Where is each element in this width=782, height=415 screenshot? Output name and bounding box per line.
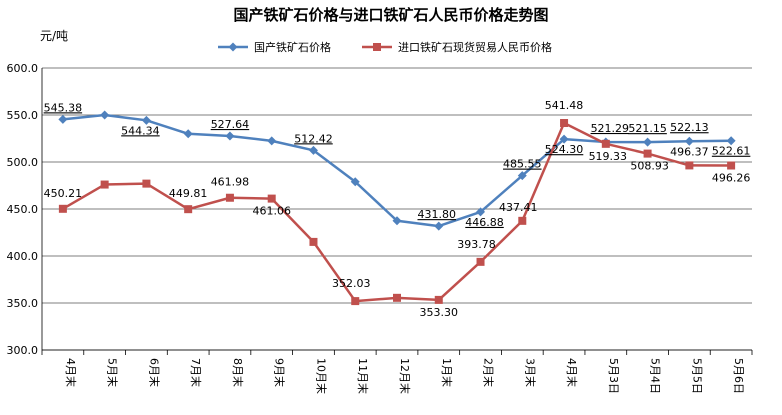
data-point-marker xyxy=(643,137,653,147)
data-point-marker xyxy=(100,110,110,120)
data-label: 461.98 xyxy=(211,176,250,189)
data-label: 393.78 xyxy=(457,238,496,251)
data-point-marker xyxy=(434,295,443,304)
y-tick-label: 550.0 xyxy=(7,109,39,122)
axes-layer: 300.0 350.0 400.0 450.0 500.0 550.0 600.0 4月末 5月… xyxy=(7,62,753,394)
legend-label: 进口铁矿石现货贸易人民币价格 xyxy=(398,40,552,54)
data-point-marker xyxy=(601,139,610,148)
data-point-marker xyxy=(434,221,444,231)
data-point-marker xyxy=(476,257,485,266)
y-tick-label: 450.0 xyxy=(7,203,39,216)
data-label: 450.21 xyxy=(44,187,83,200)
x-tick-label: 9月末 xyxy=(273,358,287,387)
y-tick-label: 500.0 xyxy=(7,156,39,169)
legend-marker xyxy=(373,43,381,51)
data-label: 545.38 xyxy=(44,101,83,114)
data-point-marker xyxy=(58,204,67,213)
data-label: 519.33 xyxy=(589,150,628,163)
data-point-marker xyxy=(517,171,527,181)
x-tick-label: 4月末 xyxy=(64,358,78,387)
data-point-marker xyxy=(392,216,402,226)
x-tick-label: 6月末 xyxy=(147,358,161,387)
legend-marker xyxy=(228,42,238,52)
data-label: 512.42 xyxy=(294,132,333,145)
data-label: 541.48 xyxy=(545,99,584,112)
data-point-marker xyxy=(393,293,401,302)
y-axis-unit-label: 元/吨 xyxy=(40,29,68,43)
x-tick-label: 5月6日 xyxy=(732,358,745,394)
data-point-marker xyxy=(351,297,360,306)
data-point-marker xyxy=(308,145,318,155)
data-label: 461.06 xyxy=(252,205,291,218)
chart-title: 国产铁矿石价格与进口铁矿石人民币价格走势图 xyxy=(233,6,548,24)
grid-layer xyxy=(42,67,752,351)
data-label: 524.30 xyxy=(545,143,584,156)
data-label: 485.55 xyxy=(503,158,542,171)
data-point-marker xyxy=(560,119,569,128)
data-label: 522.13 xyxy=(670,121,709,134)
series-layer xyxy=(58,110,736,306)
y-tick-label: 300.0 xyxy=(7,344,39,357)
data-point-marker xyxy=(183,129,193,139)
y-tick-label: 400.0 xyxy=(7,250,39,263)
data-point-marker xyxy=(267,136,277,146)
data-label: 437.41 xyxy=(499,201,538,214)
legend: 国产铁矿石价格 进口铁矿石现货贸易人民币价格 xyxy=(218,40,552,54)
data-point-marker xyxy=(559,134,569,144)
data-point-marker xyxy=(225,131,235,141)
x-tick-label: 5月末 xyxy=(106,358,120,387)
data-point-marker xyxy=(184,205,193,214)
data-point-marker xyxy=(142,179,151,188)
data-point-marker xyxy=(225,193,234,202)
data-label: 521.29 xyxy=(591,122,630,135)
y-tick-label: 350.0 xyxy=(7,297,39,310)
x-tick-label: 10月末 xyxy=(314,358,328,394)
x-tick-label: 4月末 xyxy=(565,358,579,387)
x-tick-label: 2月末 xyxy=(482,358,496,387)
data-labels-layer: 545.38 544.34 527.64 512.42 431.80 446.88 485.… xyxy=(44,99,751,319)
data-point-marker xyxy=(684,136,694,146)
data-point-marker xyxy=(476,207,486,217)
x-tick-label: 3月末 xyxy=(523,358,537,387)
x-tick-label: 8月末 xyxy=(231,358,245,387)
x-tick-label: 12月末 xyxy=(398,358,412,394)
data-label: 352.03 xyxy=(332,277,371,290)
data-label: 527.64 xyxy=(211,118,250,131)
data-label: 496.26 xyxy=(712,172,751,185)
x-tick-label: 5月4日 xyxy=(649,358,662,394)
data-point-marker xyxy=(100,180,109,189)
data-point-marker xyxy=(58,114,68,124)
data-label: 431.80 xyxy=(418,208,457,221)
data-point-marker xyxy=(350,177,360,187)
data-point-marker xyxy=(309,237,318,246)
data-point-marker xyxy=(685,161,694,170)
data-label: 496.37 xyxy=(670,145,709,158)
data-label: 522.61 xyxy=(712,145,751,158)
data-point-marker xyxy=(141,115,151,125)
x-tick-label: 5月3日 xyxy=(607,358,620,394)
data-label: 508.93 xyxy=(630,160,669,173)
x-tick-label: 5月5日 xyxy=(690,358,703,394)
data-point-marker xyxy=(267,194,276,203)
data-point-marker xyxy=(726,136,736,146)
data-point-marker xyxy=(518,216,527,225)
data-label: 449.81 xyxy=(169,187,208,200)
data-point-marker xyxy=(643,149,652,158)
series-line xyxy=(62,121,732,303)
data-label: 446.88 xyxy=(465,216,504,229)
data-label: 544.34 xyxy=(121,124,160,137)
data-label: 353.30 xyxy=(420,306,459,319)
x-tick-label: 11月末 xyxy=(356,358,370,394)
y-tick-label: 600.0 xyxy=(7,62,39,75)
x-tick-label: 7月末 xyxy=(189,358,203,387)
data-label: 521.15 xyxy=(628,122,667,135)
data-point-marker xyxy=(727,161,736,170)
legend-label: 国产铁矿石价格 xyxy=(254,40,331,54)
x-tick-label: 1月末 xyxy=(440,358,454,387)
